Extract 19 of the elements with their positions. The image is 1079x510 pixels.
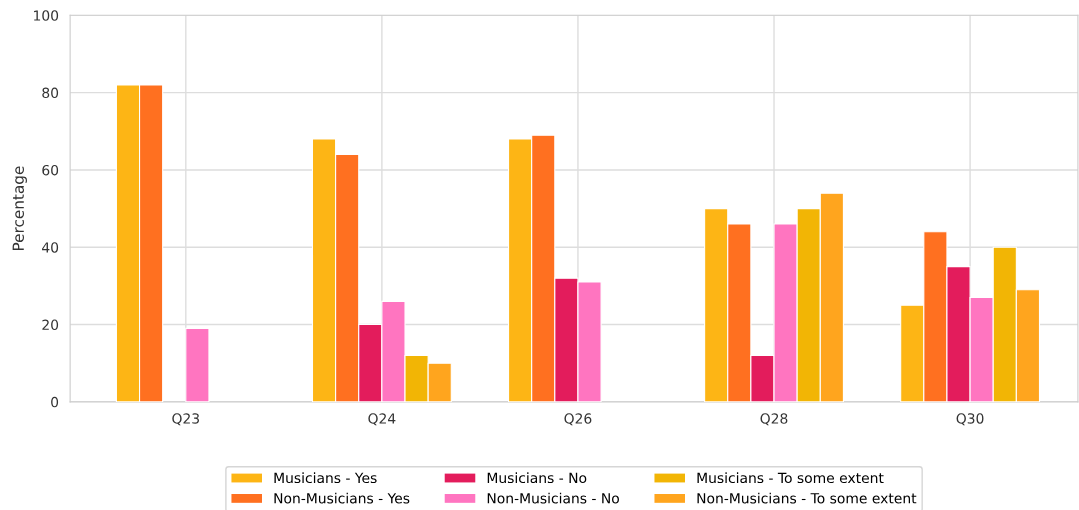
legend-label: Non-Musicians - Yes bbox=[274, 492, 410, 504]
x-tick-label: Q26 bbox=[564, 413, 592, 426]
y-tick-label: 60 bbox=[42, 164, 59, 176]
y-axis-title: Percentage bbox=[12, 166, 27, 251]
legend-label: Musicians - To some extent bbox=[697, 472, 884, 484]
y-tick-label: 20 bbox=[42, 319, 59, 331]
x-tick-label: Q30 bbox=[956, 413, 984, 426]
x-tick-label: Q23 bbox=[172, 413, 199, 426]
y-tick-label: 100 bbox=[34, 10, 59, 21]
bar bbox=[185, 327, 210, 402]
y-tick-label: 40 bbox=[42, 242, 59, 253]
x-tick-label: Q28 bbox=[760, 413, 788, 426]
legend-label: Non-Musicians - To some extent bbox=[697, 492, 917, 504]
y-tick-label: 0 bbox=[51, 396, 59, 408]
legend-label: Musicians - No bbox=[487, 472, 587, 484]
y-tick-label: 80 bbox=[42, 87, 59, 99]
legend-label: Musicians - Yes bbox=[274, 472, 377, 484]
x-tick-label: Q24 bbox=[368, 413, 396, 426]
legend-label: Non-Musicians - No bbox=[487, 492, 619, 504]
